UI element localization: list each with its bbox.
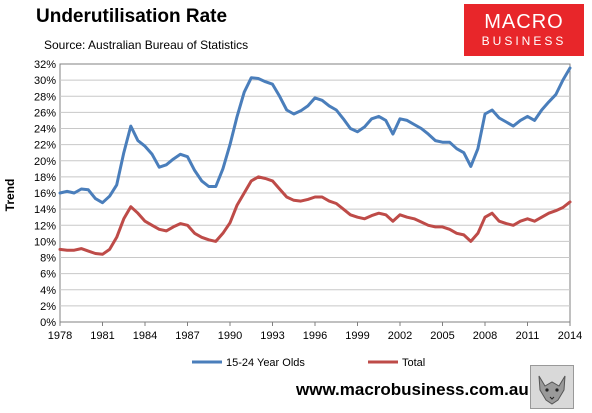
- y-tick-label: 26%: [34, 107, 56, 119]
- y-tick-label: 28%: [34, 91, 56, 103]
- x-tick-label: 2002: [388, 330, 412, 342]
- legend-label: Total: [402, 357, 425, 369]
- y-tick-label: 4%: [40, 285, 56, 297]
- legend: 15-24 Year Olds Total: [192, 357, 425, 369]
- y-tick-label: 22%: [34, 140, 56, 152]
- x-tick-label: 1978: [48, 330, 72, 342]
- y-tick-label: 16%: [34, 188, 56, 200]
- x-axis-ticks: 1978 1981 1984 1987 1990 1993 1996 1999 2002 2005…: [48, 322, 582, 342]
- y-axis-label: Trend: [3, 179, 17, 212]
- y-tick-label: 20%: [34, 156, 56, 168]
- y-tick-label: 8%: [40, 253, 56, 265]
- x-tick-label: 1990: [218, 330, 242, 342]
- y-tick-label: 10%: [34, 236, 56, 248]
- x-tick-label: 2011: [516, 330, 540, 342]
- x-tick-label: 1987: [175, 330, 199, 342]
- y-tick-label: 0%: [40, 317, 56, 329]
- x-tick-label: 1999: [345, 330, 369, 342]
- y-tick-label: 32%: [34, 59, 56, 71]
- wolf-icon: [530, 365, 574, 409]
- chart-title: Underutilisation Rate: [36, 6, 228, 27]
- logo-line-1: MACRO: [484, 11, 564, 33]
- x-tick-label: 1984: [133, 330, 157, 342]
- chart-source: Source: Australian Bureau of Statistics: [44, 38, 249, 52]
- x-tick-label: 1981: [90, 330, 114, 342]
- y-tick-label: 6%: [40, 269, 56, 281]
- y-tick-label: 2%: [40, 301, 56, 313]
- series-line-1: [58, 66, 572, 205]
- website-url: www.macrobusiness.com.au: [296, 380, 529, 399]
- x-tick-label: 1993: [260, 330, 284, 342]
- y-tick-label: 18%: [34, 172, 56, 184]
- x-tick-label: 1996: [303, 330, 327, 342]
- legend-label: 15-24 Year Olds: [226, 357, 305, 369]
- x-tick-label: 2005: [430, 330, 454, 342]
- macro-business-logo: MACRO BUSINESS: [464, 4, 584, 56]
- x-tick-label: 2008: [473, 330, 497, 342]
- y-tick-label: 30%: [34, 75, 56, 87]
- gridlines: [60, 79, 570, 307]
- x-tick-label: 2014: [558, 330, 582, 342]
- logo-line-2: BUSINESS: [481, 34, 567, 48]
- series-line-2: [58, 175, 572, 256]
- y-tick-label: 24%: [34, 124, 56, 136]
- series-lines: [58, 66, 572, 256]
- y-tick-label: 12%: [34, 220, 56, 232]
- y-axis-ticks: 0% 2% 4% 6% 8% 10% 12% 14% 16% 18% 20% 22% 24% 26% 28%…: [34, 59, 56, 329]
- y-tick-label: 14%: [34, 204, 56, 216]
